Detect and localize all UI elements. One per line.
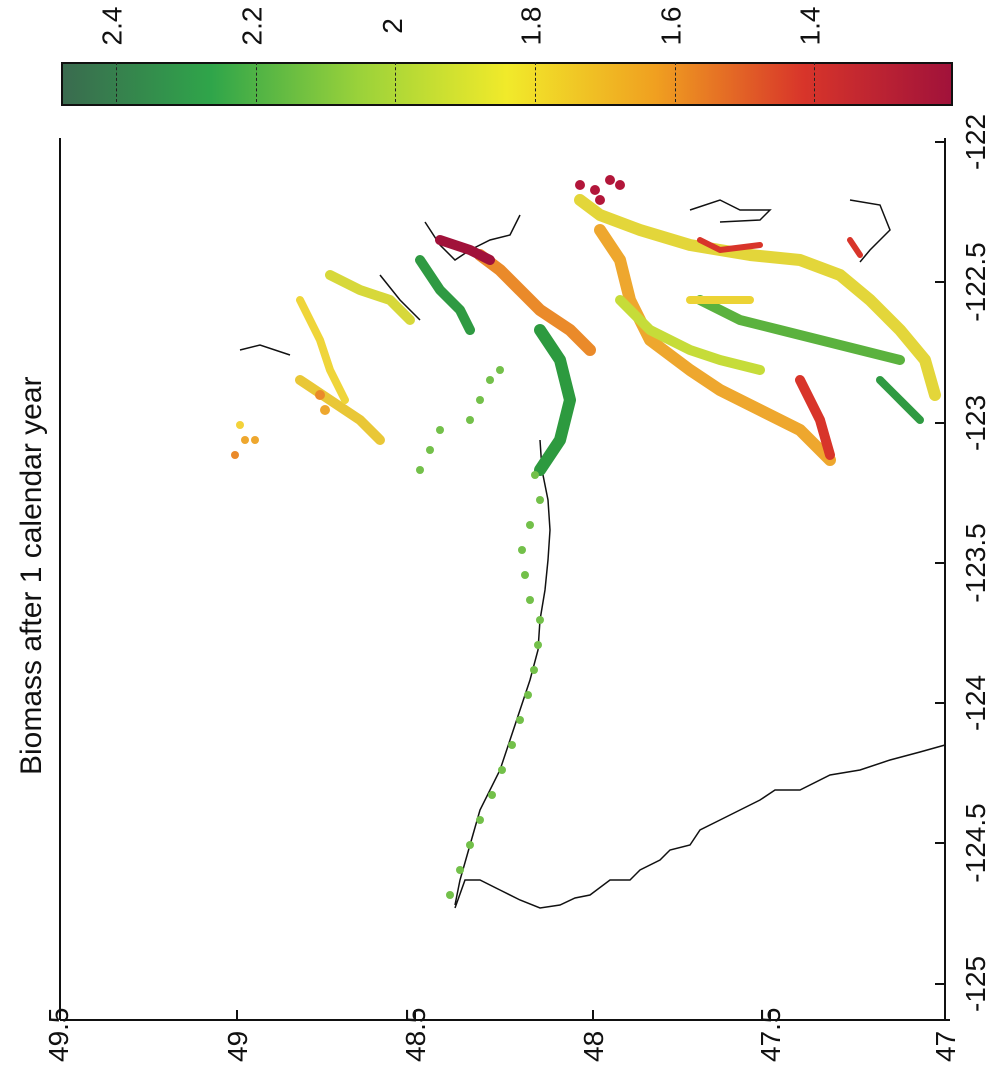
lon-tick-label: -125 bbox=[960, 956, 991, 1012]
lat-tick-label: 49 bbox=[222, 1031, 253, 1062]
latitude-tick-labels: 49.5 49 48.5 48 47.5 47 bbox=[43, 1008, 961, 1063]
lat-tick-label: 48 bbox=[578, 1031, 609, 1062]
colorbar-tick bbox=[814, 62, 815, 102]
colorbar-tick bbox=[116, 62, 117, 102]
lat-tick-label: 48.5 bbox=[400, 1008, 431, 1063]
longitude-axis bbox=[935, 141, 945, 985]
colorbar-tick bbox=[256, 62, 257, 102]
lon-tick-label: -123.5 bbox=[960, 523, 991, 602]
lat-tick-label: 49.5 bbox=[43, 1008, 74, 1063]
colorbar-tick bbox=[395, 62, 396, 102]
longitude-tick-labels: -122 -122.5 -123 -123.5 -124 -124.5 -125 bbox=[960, 114, 991, 1012]
coastline-outer bbox=[454, 744, 946, 909]
coastline-strait bbox=[454, 439, 551, 906]
plot-frame bbox=[59, 138, 946, 1020]
biomass-dots-orange bbox=[231, 390, 330, 459]
lon-tick-label: -122 bbox=[960, 114, 991, 170]
biomass-dots-red bbox=[575, 175, 625, 205]
lon-tick-label: -124 bbox=[960, 675, 991, 731]
colorbar: 2.4 2.2 2 1.8 1.6 1.4 bbox=[61, 7, 953, 106]
lon-tick-label: -123 bbox=[960, 395, 991, 451]
latitude-axis bbox=[59, 1010, 950, 1021]
biomass-dots bbox=[416, 366, 544, 899]
lat-tick-label: 47 bbox=[930, 1031, 961, 1062]
colorbar-tick bbox=[535, 62, 536, 102]
colorbar-gradient bbox=[61, 62, 953, 106]
colorbar-tick bbox=[675, 62, 676, 102]
lon-tick-label: -122.5 bbox=[960, 242, 991, 321]
lon-tick-label: -124.5 bbox=[960, 803, 991, 882]
biomass-regions bbox=[295, 194, 941, 476]
lat-tick-label: 47.5 bbox=[755, 1008, 786, 1063]
